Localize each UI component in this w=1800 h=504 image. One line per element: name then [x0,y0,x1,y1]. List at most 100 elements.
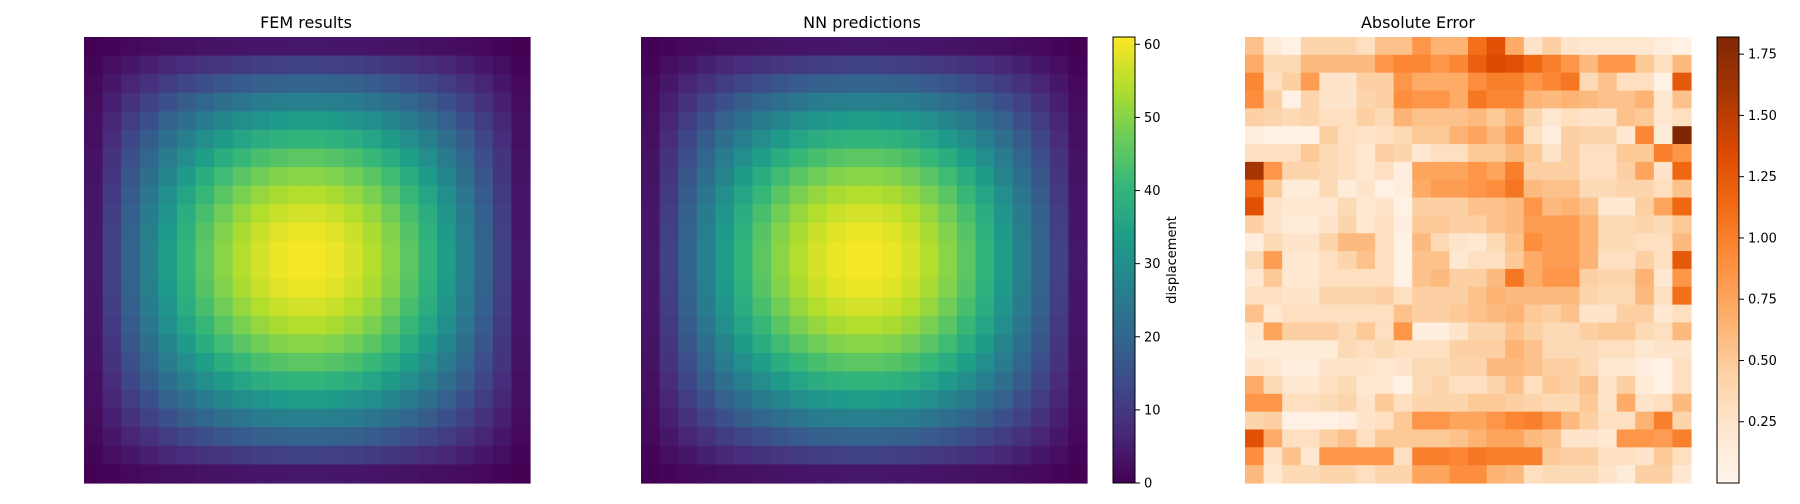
nn-cell [641,185,661,205]
error-cell [1430,322,1451,341]
error-cell [1523,54,1543,74]
error-cell [1319,108,1339,127]
error-cell [1449,54,1469,74]
error-cell [1412,268,1432,288]
fem-cell [288,37,308,57]
fem-cell [399,92,420,112]
fem-cell [102,74,122,94]
nn-cell [956,129,977,150]
error-cell [1375,429,1395,448]
fem-cell [121,334,141,354]
error-cell [1505,108,1525,127]
error-cell [1579,72,1599,92]
nn-cell [696,74,716,94]
error-cell [1616,197,1636,216]
fem-cell [511,352,531,373]
nn-cell [826,427,847,447]
nn-cell [771,204,791,224]
nn-cell [1049,427,1070,447]
error-cell [1468,179,1488,199]
nn-cell [975,111,995,131]
fem-cell [139,334,159,354]
nn-cell [882,390,902,410]
nn-heatmap [641,37,1088,484]
nn-cell [938,390,958,410]
fem-cell [84,37,104,57]
fem-cell [139,297,159,317]
nn-cell [882,55,902,75]
error-cell [1635,179,1655,199]
error-cell [1375,393,1395,413]
error-cell [1356,54,1376,74]
fem-cell [399,260,420,280]
error-cell [1653,411,1674,431]
nn-cell [752,74,772,94]
nn-cell [826,241,847,261]
error-cell [1263,179,1283,199]
fem-cell [158,315,178,335]
fem-cell [307,334,327,354]
fem-cell [195,92,215,112]
error-cell [1393,375,1413,395]
fem-cell [344,260,364,280]
error-cell [1319,161,1339,181]
error-cell [1430,304,1451,324]
error-cell [1263,161,1283,181]
nn-cell [733,167,754,187]
nn-cell [1012,464,1032,484]
error-cell [1598,393,1618,413]
nn-cell [826,315,847,335]
fem-cell [251,148,271,168]
error-cell [1486,447,1506,466]
nn-cell [771,167,791,187]
fem-cell [381,222,401,243]
nn-cell [1031,92,1051,112]
fem-cell [232,427,252,447]
error-cell [1672,393,1692,413]
nn-cell [1031,222,1051,243]
error-cell [1300,393,1320,413]
fem-cell [84,167,104,187]
fem-cell [307,111,327,131]
nn-cell [659,464,679,484]
nn-cell [938,427,958,447]
error-cell [1300,179,1320,199]
error-cell [1486,161,1506,181]
nn-cell [975,204,995,224]
error-cell [1337,72,1358,92]
error-cell [1282,161,1302,181]
nn-cell [938,260,958,280]
fem-cell [437,352,457,373]
error-cell [1468,197,1488,216]
nn-cell [659,222,679,243]
nn-cell [845,334,865,354]
nn-cell [1049,297,1070,317]
nn-cell [901,92,921,112]
error-cell [1672,465,1692,484]
nn-cell [994,55,1014,75]
fem-cell [381,148,401,168]
error-cell [1319,411,1339,431]
nn-cell [882,352,902,373]
error-cell [1468,108,1488,127]
error-cell [1672,375,1692,395]
displacement-colorbar-tick-label: 30 [1144,257,1161,272]
nn-cell [938,92,958,112]
nn-cell [956,371,977,391]
error-cell [1282,251,1302,270]
error-cell [1300,197,1320,216]
nn-cell [733,92,754,112]
fem-cell [288,408,308,428]
error-cell [1356,429,1376,448]
fem-cell [455,148,475,168]
error-cell [1337,429,1358,448]
fem-cell [176,464,197,484]
error-cell [1263,358,1283,377]
nn-cell [845,297,865,317]
error-cell [1337,179,1358,199]
error-cell [1486,37,1506,56]
error-cell [1337,126,1358,145]
nn-cell [1068,222,1088,243]
fem-cell [474,464,494,484]
fem-cell [362,408,382,428]
